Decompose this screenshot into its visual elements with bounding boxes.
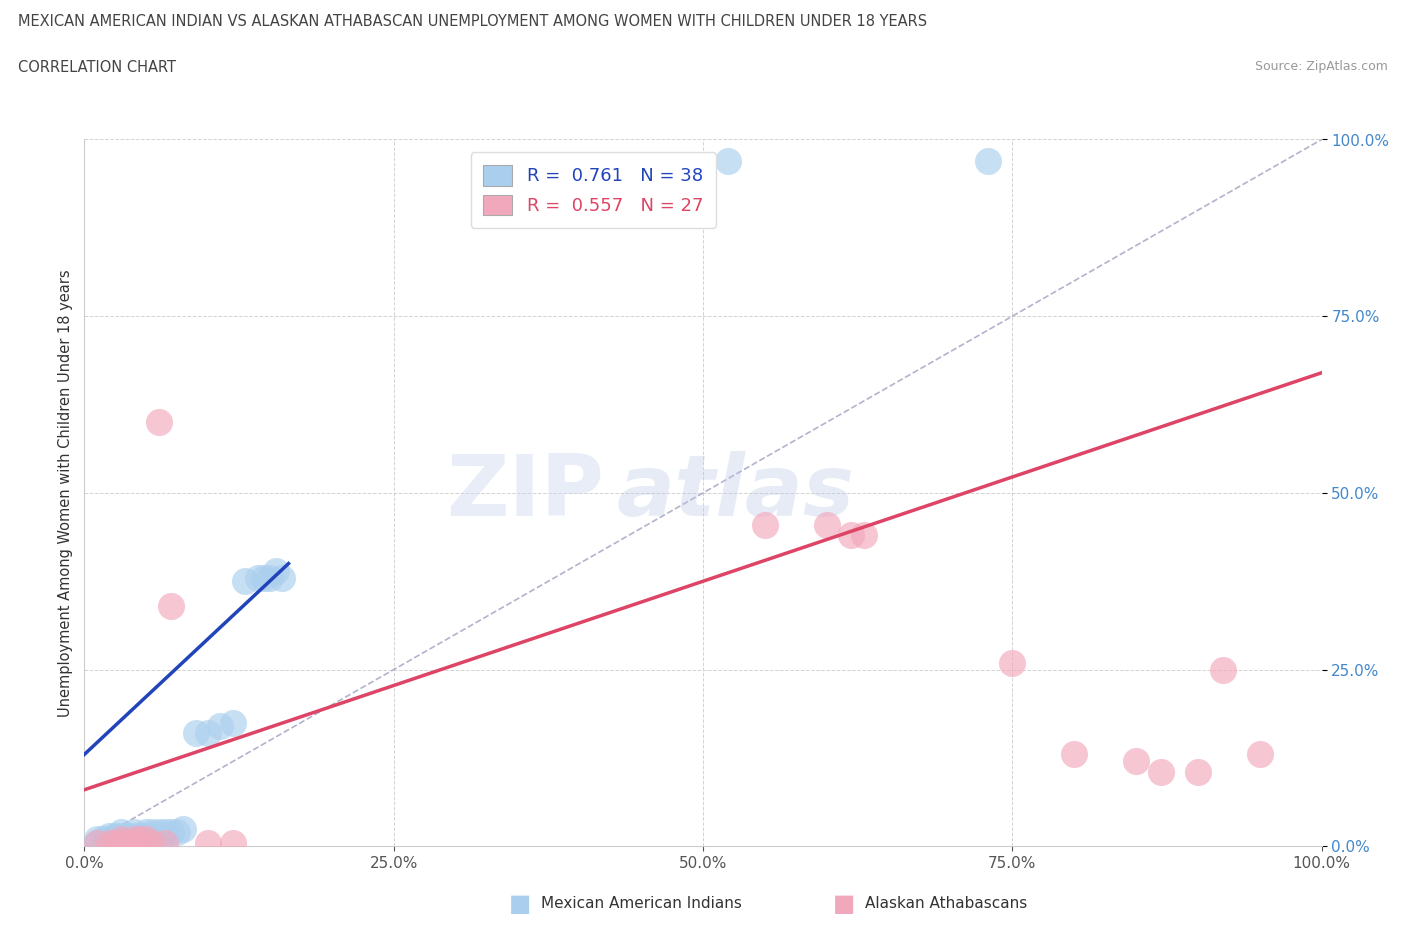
Point	[160, 599, 183, 614]
Point	[141, 825, 163, 840]
Point	[209, 719, 232, 734]
Point	[166, 825, 188, 840]
Text: Source: ZipAtlas.com: Source: ZipAtlas.com	[1254, 60, 1388, 73]
Point	[153, 825, 176, 840]
Point	[129, 829, 152, 844]
Text: ZIP: ZIP	[446, 451, 605, 535]
Point	[1187, 764, 1209, 779]
Point	[129, 831, 152, 846]
Point	[122, 831, 145, 846]
Text: atlas: atlas	[616, 451, 855, 535]
Point	[86, 831, 108, 846]
Point	[135, 829, 157, 844]
Point	[104, 829, 127, 844]
Point	[222, 835, 245, 850]
Point	[852, 528, 875, 543]
Point	[184, 725, 207, 740]
Point	[104, 835, 127, 850]
Point	[754, 517, 776, 532]
Point	[110, 829, 132, 844]
Point	[122, 829, 145, 844]
Text: MEXICAN AMERICAN INDIAN VS ALASKAN ATHABASCAN UNEMPLOYMENT AMONG WOMEN WITH CHIL: MEXICAN AMERICAN INDIAN VS ALASKAN ATHAB…	[18, 14, 928, 29]
Point	[197, 725, 219, 740]
Point	[259, 570, 281, 585]
Point	[122, 835, 145, 850]
Point	[98, 829, 121, 844]
Point	[104, 831, 127, 846]
Point	[110, 831, 132, 846]
Point	[91, 831, 114, 846]
Point	[233, 574, 256, 589]
Point	[197, 835, 219, 850]
Point	[110, 825, 132, 840]
Point	[98, 831, 121, 846]
Point	[135, 835, 157, 850]
Point	[976, 153, 998, 168]
Point	[160, 825, 183, 840]
Point	[135, 825, 157, 840]
Point	[1212, 662, 1234, 677]
Point	[172, 821, 194, 836]
Point	[122, 831, 145, 846]
Point	[141, 835, 163, 850]
Point	[246, 570, 269, 585]
Point	[1150, 764, 1173, 779]
Point	[86, 835, 108, 850]
Point	[264, 564, 287, 578]
Point	[148, 835, 170, 850]
Point	[271, 570, 294, 585]
Point	[86, 835, 108, 850]
Text: CORRELATION CHART: CORRELATION CHART	[18, 60, 176, 75]
Text: ■: ■	[832, 892, 855, 916]
Point	[110, 835, 132, 850]
Point	[135, 831, 157, 846]
Point	[222, 715, 245, 730]
Point	[117, 835, 139, 850]
Point	[1001, 655, 1024, 670]
Point	[1125, 754, 1147, 769]
Text: Alaskan Athabascans: Alaskan Athabascans	[865, 897, 1026, 911]
Legend: R =  0.761   N = 38, R =  0.557   N = 27: R = 0.761 N = 38, R = 0.557 N = 27	[471, 153, 716, 228]
Point	[253, 570, 276, 585]
Point	[153, 835, 176, 850]
Point	[110, 831, 132, 846]
Point	[98, 835, 121, 850]
Point	[717, 153, 740, 168]
Point	[1063, 747, 1085, 762]
Text: ■: ■	[509, 892, 531, 916]
Text: Mexican American Indians: Mexican American Indians	[541, 897, 742, 911]
Point	[815, 517, 838, 532]
Point	[122, 825, 145, 840]
Point	[148, 415, 170, 430]
Point	[1249, 747, 1271, 762]
Point	[148, 825, 170, 840]
Y-axis label: Unemployment Among Women with Children Under 18 years: Unemployment Among Women with Children U…	[58, 269, 73, 717]
Point	[841, 528, 863, 543]
Point	[117, 829, 139, 844]
Point	[98, 835, 121, 850]
